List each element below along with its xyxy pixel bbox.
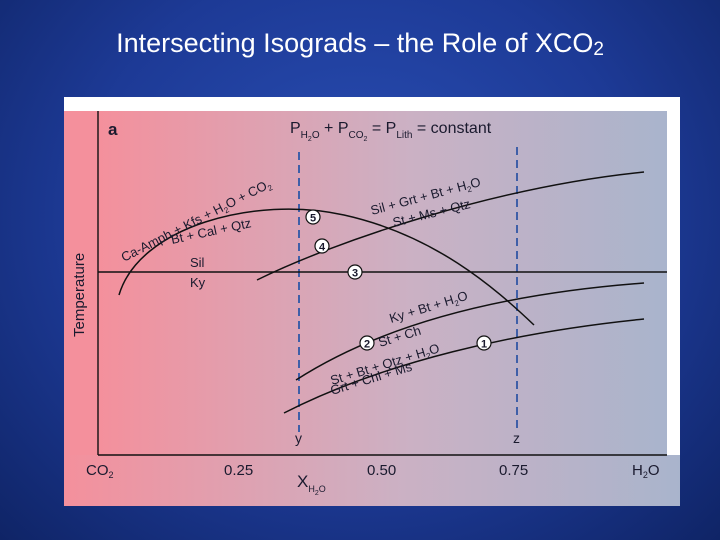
slide-title: Intersecting Isograds – the Role of XCO2 [116, 28, 604, 60]
x-tick-050: 0.50 [367, 462, 396, 479]
svg-text:5: 5 [310, 213, 316, 225]
panel-label: a [108, 120, 118, 139]
dashed-label-y: y [295, 430, 302, 446]
isograd-1-ky-bt [295, 282, 645, 381]
svg-text:4: 4 [319, 242, 326, 254]
pressure-equation: PH2O + PCO2 = PLith = constant [290, 120, 492, 143]
isograd-4-sil-grt [256, 171, 645, 281]
circle-label-4: 4 [314, 238, 330, 254]
x-tick-025: 0.25 [224, 462, 253, 479]
label-sil: Sil [190, 255, 205, 270]
isograd-5-ca-amph [118, 208, 535, 326]
plot-area [98, 111, 667, 455]
svg-text:2: 2 [364, 339, 370, 351]
x-tick-h2o: H2O [632, 462, 660, 480]
circle-label-3: 3 [347, 264, 363, 280]
circle-label-2: 2 [359, 335, 375, 351]
isograd-2-st-bt [283, 318, 645, 414]
isograd-diagram: a PH2O + PCO2 = PLith = constant Tempera… [64, 111, 680, 506]
x-tick-co2: CO2 [86, 462, 114, 480]
diagram-figure: a PH2O + PCO2 = PLith = constant Tempera… [64, 97, 680, 506]
dashed-label-z: z [513, 430, 520, 446]
x-tick-075: 0.75 [499, 462, 528, 479]
svg-text:1: 1 [481, 339, 487, 351]
circle-label-5: 5 [305, 209, 321, 225]
x-axis-label: XH2O [297, 472, 326, 497]
circle-label-1: 1 [476, 335, 492, 351]
y-axis-label: Temperature [71, 253, 88, 337]
ylabel-band [64, 111, 98, 455]
label-ky: Ky [190, 275, 206, 290]
axis-band [64, 455, 680, 506]
svg-text:3: 3 [352, 268, 358, 280]
